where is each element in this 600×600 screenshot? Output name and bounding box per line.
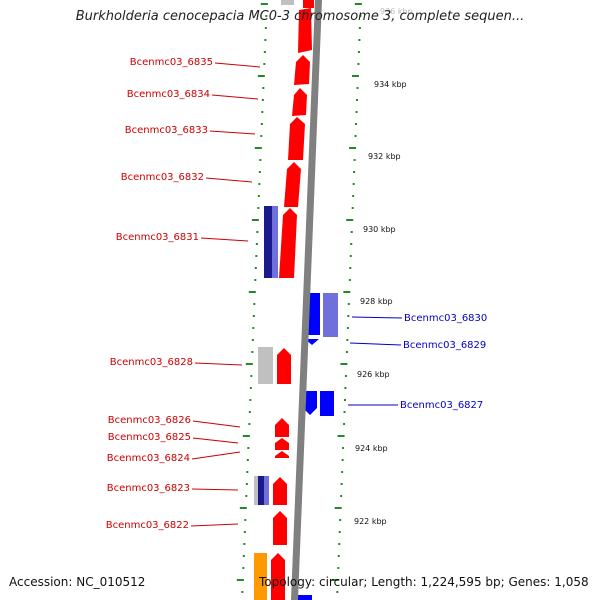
leader-line <box>191 488 239 491</box>
gene-label[interactable]: Bcenmc03_6824 <box>107 453 190 464</box>
gene-arrow[interactable] <box>303 391 317 415</box>
gene-label[interactable]: Bcenmc03_6834 <box>127 89 210 100</box>
gene-block[interactable] <box>258 476 264 505</box>
kbp-label: 928 kbp <box>360 297 393 306</box>
gene-block[interactable] <box>254 553 267 600</box>
kbp-label: 922 kbp <box>354 517 387 526</box>
leader-line <box>205 177 253 183</box>
leader-line <box>192 437 239 444</box>
kbp-label: 930 kbp <box>363 225 396 234</box>
gene-block[interactable] <box>264 476 269 505</box>
leader-line <box>351 316 403 319</box>
leader-line <box>211 94 259 100</box>
right-tick-track <box>331 3 362 593</box>
kbp-label: 934 kbp <box>374 80 407 89</box>
gene-arrow[interactable] <box>298 8 312 53</box>
gene-block[interactable] <box>298 595 312 600</box>
gene-arrow[interactable] <box>273 477 287 505</box>
kbp-label: 932 kbp <box>368 152 401 161</box>
gene-label[interactable]: Bcenmc03_6835 <box>130 57 213 68</box>
record-title: Burkholderia cenocepacia MC0-3 chromosom… <box>75 9 525 24</box>
gene-arrow[interactable] <box>279 208 297 278</box>
gene-block[interactable] <box>254 476 258 505</box>
left-tick-track <box>236 3 268 593</box>
gene-label[interactable]: Bcenmc03_6826 <box>108 415 191 426</box>
leader-line <box>192 420 241 428</box>
leader-line <box>349 342 402 346</box>
gene-block[interactable] <box>303 0 314 8</box>
gene-arrow[interactable] <box>275 451 289 458</box>
gene-arrow[interactable] <box>275 418 289 437</box>
gene-arrow[interactable] <box>277 348 291 384</box>
gene-label[interactable]: Bcenmc03_6827 <box>400 400 483 411</box>
gene-arrow[interactable] <box>284 162 301 207</box>
kbp-label: 936 kbp <box>380 7 413 16</box>
leader-line <box>191 451 241 460</box>
gene-arrow[interactable] <box>271 553 285 600</box>
label-leader-lines <box>190 62 403 527</box>
leader-line <box>194 362 243 366</box>
leader-line <box>190 523 239 527</box>
gene-block[interactable] <box>281 0 294 5</box>
left-gene-labels: Bcenmc03_6835 Bcenmc03_6834 Bcenmc03_683… <box>106 57 213 531</box>
gene-block[interactable] <box>320 391 334 416</box>
gene-label[interactable]: Bcenmc03_6833 <box>125 125 208 136</box>
kbp-label: 926 kbp <box>357 370 390 379</box>
accession-text: Accession: NC_010512 <box>9 575 146 589</box>
gene-label[interactable]: Bcenmc03_6831 <box>116 232 199 243</box>
gene-label[interactable]: Bcenmc03_6829 <box>403 340 486 351</box>
gene-block[interactable] <box>272 206 278 278</box>
gene-arrow[interactable] <box>273 511 287 545</box>
gene-arrow[interactable] <box>292 88 307 116</box>
gene-label[interactable]: Bcenmc03_6822 <box>106 520 189 531</box>
record-summary: Topology: circular; Length: 1,224,595 bp… <box>259 575 589 589</box>
leader-line <box>200 237 249 242</box>
gene-block[interactable] <box>323 293 338 337</box>
leader-line <box>214 62 261 68</box>
gene-arrow[interactable] <box>305 339 319 345</box>
gene-block[interactable] <box>258 347 273 384</box>
gene-block[interactable] <box>264 206 273 278</box>
ruler-labels: 936 kbp 934 kbp 932 kbp 930 kbp 928 kbp … <box>354 7 413 526</box>
right-gene-labels: Bcenmc03_6830 Bcenmc03_6829 Bcenmc03_682… <box>400 313 487 411</box>
gene-arrow[interactable] <box>294 55 310 85</box>
leader-line <box>209 130 256 135</box>
gene-blocks <box>254 0 338 600</box>
chromosome-backbone <box>291 0 322 600</box>
gene-label[interactable]: Bcenmc03_6832 <box>121 172 204 183</box>
gene-arrow[interactable] <box>275 438 289 450</box>
gene-label[interactable]: Bcenmc03_6830 <box>404 313 487 324</box>
gene-arrow[interactable] <box>288 117 305 160</box>
kbp-label: 924 kbp <box>355 444 388 453</box>
gene-label[interactable]: Bcenmc03_6825 <box>108 432 191 443</box>
gene-label[interactable]: Bcenmc03_6828 <box>110 357 193 368</box>
gene-label[interactable]: Bcenmc03_6823 <box>107 483 190 494</box>
